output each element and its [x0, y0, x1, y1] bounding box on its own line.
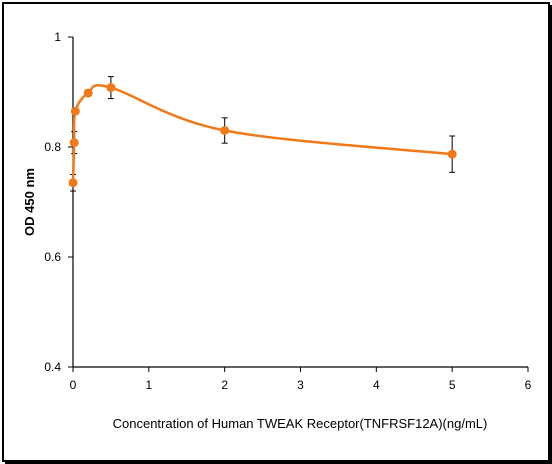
data-point — [220, 126, 230, 135]
x-tick-label: 0 — [70, 378, 77, 392]
x-tick-label: 4 — [373, 378, 380, 392]
data-point — [68, 178, 78, 188]
data-point — [83, 88, 93, 98]
y-tick-label: 0.4 — [44, 360, 61, 374]
tick-labels: 0 1 2 3 4 5 6 0.4 0.6 0.8 1 — [44, 30, 531, 392]
y-tick-label: 1 — [54, 30, 61, 44]
data-point — [106, 83, 116, 93]
x-axis-title: Concentration of Human TWEAK Receptor(TN… — [113, 416, 488, 431]
data-point — [70, 106, 80, 116]
x-tick-label: 6 — [525, 378, 532, 392]
axes — [68, 36, 529, 372]
x-tick-label: 1 — [145, 378, 152, 392]
series-line — [71, 84, 453, 183]
data-points — [68, 83, 457, 188]
data-point — [69, 138, 79, 148]
x-tick-label: 2 — [221, 378, 228, 392]
y-tick-label: 0.8 — [44, 140, 61, 154]
y-axis-title: OD 450 nm — [22, 168, 37, 236]
x-tick-label: 3 — [297, 378, 304, 392]
data-point — [447, 149, 457, 159]
x-tick-label: 5 — [449, 378, 456, 392]
y-tick-label: 0.6 — [44, 250, 61, 264]
